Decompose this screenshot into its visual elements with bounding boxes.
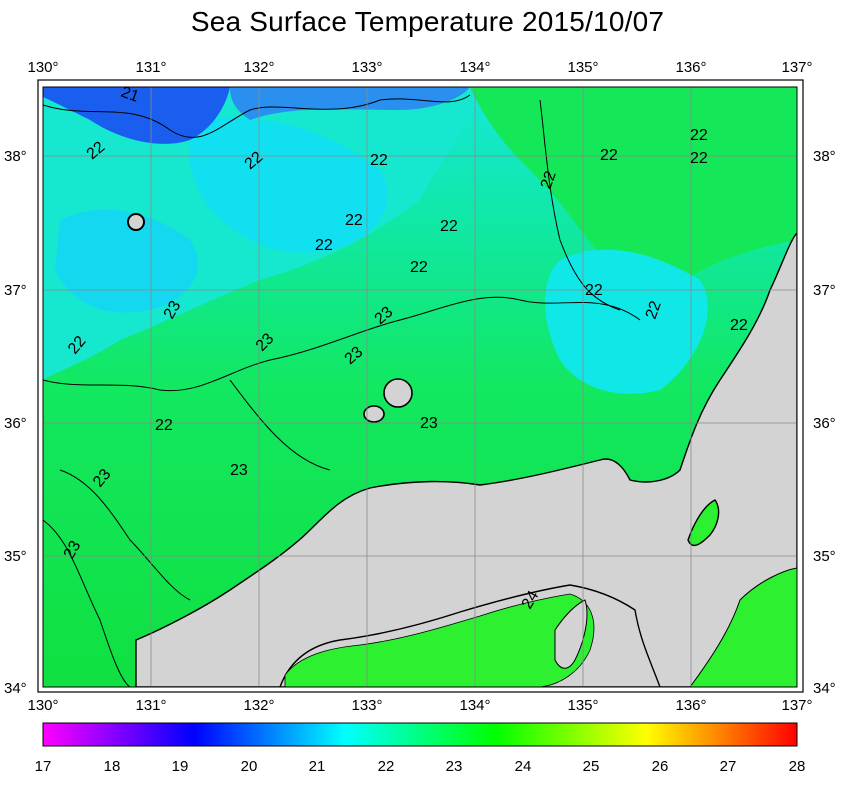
lon-label-top: 132° bbox=[243, 59, 275, 76]
contour-label: 24 bbox=[519, 588, 543, 612]
lon-label-bottom: 133° bbox=[351, 697, 383, 714]
lat-label-right: 37° bbox=[813, 282, 836, 299]
contour-label: 23 bbox=[420, 415, 438, 432]
warm-water-ne bbox=[470, 87, 797, 300]
lat-label-left: 35° bbox=[4, 548, 27, 565]
colorbar-label: 24 bbox=[514, 758, 532, 775]
contour-label: 22 bbox=[345, 212, 363, 229]
colorbar-label: 25 bbox=[582, 758, 600, 775]
cold-water-nw bbox=[43, 87, 230, 144]
lat-label-right: 38° bbox=[813, 148, 836, 165]
cool-eddy-west bbox=[55, 209, 198, 313]
lat-label-left: 34° bbox=[4, 680, 27, 697]
lat-label-left: 38° bbox=[4, 148, 27, 165]
lon-label-bottom: 135° bbox=[567, 697, 599, 714]
colorbar-label: 23 bbox=[445, 758, 463, 775]
cold-water-n bbox=[230, 87, 470, 120]
contour-label: 22 bbox=[370, 152, 388, 169]
contour-label: 22 bbox=[410, 259, 428, 276]
island-ulleungdo bbox=[127, 213, 145, 231]
bay-east bbox=[689, 567, 797, 687]
lon-label-top: 136° bbox=[675, 59, 707, 76]
lon-label-top: 134° bbox=[459, 59, 491, 76]
grid-lines bbox=[43, 87, 797, 687]
lon-label-bottom: 131° bbox=[135, 697, 167, 714]
lat-label-left: 36° bbox=[4, 415, 27, 432]
island-awaji bbox=[554, 599, 588, 669]
island-oki-dozen bbox=[363, 405, 385, 423]
contour-label: 22 bbox=[585, 282, 603, 299]
contour-label: 22 bbox=[690, 127, 708, 144]
colorbar-label: 28 bbox=[788, 758, 806, 775]
cool-eddy-east bbox=[545, 249, 708, 394]
cool-eddy-central bbox=[189, 117, 388, 253]
contour-label: 22 bbox=[643, 299, 665, 322]
contour-label: 22 bbox=[315, 237, 333, 254]
colorbar-label: 22 bbox=[377, 758, 395, 775]
colorbar bbox=[42, 722, 798, 747]
contour-label: 22 bbox=[155, 417, 173, 434]
lon-label-top: 137° bbox=[781, 59, 813, 76]
contour-label: 22 bbox=[730, 317, 748, 334]
colorbar-label: 17 bbox=[34, 758, 52, 775]
colorbar-label: 26 bbox=[651, 758, 669, 775]
colorbar-label: 18 bbox=[103, 758, 121, 775]
lon-label-top: 135° bbox=[567, 59, 599, 76]
island-oki-dogo bbox=[383, 378, 413, 408]
lon-label-bottom: 134° bbox=[459, 697, 491, 714]
map-title: Sea Surface Temperature 2015/10/07 bbox=[190, 6, 665, 37]
lon-label-bottom: 137° bbox=[781, 697, 813, 714]
lat-label-right: 35° bbox=[813, 548, 836, 565]
contour-label: 23 bbox=[61, 538, 85, 562]
lat-label-left: 37° bbox=[4, 282, 27, 299]
lat-label-right: 34° bbox=[813, 680, 836, 697]
lon-label-top: 130° bbox=[27, 59, 59, 76]
lon-label-top: 131° bbox=[135, 59, 167, 76]
colorbar-label: 21 bbox=[308, 758, 326, 775]
contour-label: 21 bbox=[119, 84, 142, 106]
lon-label-bottom: 136° bbox=[675, 697, 707, 714]
seto-inland-sea bbox=[284, 593, 595, 687]
contour-label: 23 bbox=[230, 462, 248, 479]
lon-label-bottom: 132° bbox=[243, 697, 275, 714]
colorbar-label: 27 bbox=[719, 758, 737, 775]
contour-label: 23 bbox=[161, 298, 185, 322]
land-honshu bbox=[135, 232, 797, 687]
contour-lines bbox=[43, 94, 641, 687]
lat-label-right: 36° bbox=[813, 415, 836, 432]
lon-label-bottom: 130° bbox=[27, 697, 59, 714]
lake-biwa bbox=[687, 499, 720, 547]
contour-label: 22 bbox=[690, 150, 708, 167]
map-inner-border bbox=[42, 86, 798, 688]
contour-label: 22 bbox=[538, 169, 560, 192]
contour-label: 22 bbox=[440, 218, 458, 235]
colorbar-label: 20 bbox=[240, 758, 258, 775]
colorbar-label: 19 bbox=[171, 758, 189, 775]
contour-label: 22 bbox=[600, 147, 618, 164]
lon-label-top: 133° bbox=[351, 59, 383, 76]
